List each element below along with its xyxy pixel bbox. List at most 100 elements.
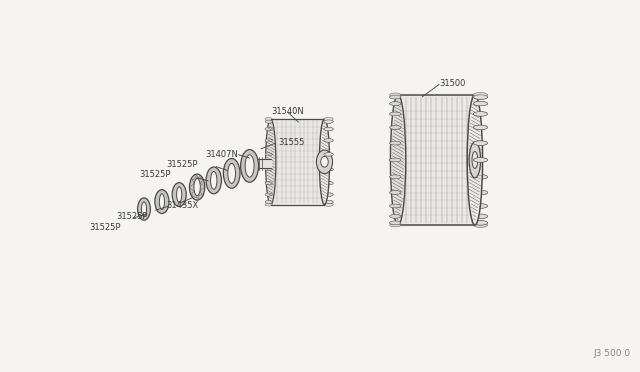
Ellipse shape bbox=[324, 203, 333, 206]
Ellipse shape bbox=[265, 153, 272, 156]
Ellipse shape bbox=[321, 157, 328, 167]
Ellipse shape bbox=[390, 125, 401, 129]
Ellipse shape bbox=[474, 112, 488, 116]
Ellipse shape bbox=[390, 204, 401, 208]
Ellipse shape bbox=[390, 158, 401, 162]
Ellipse shape bbox=[390, 215, 401, 218]
Ellipse shape bbox=[390, 221, 401, 225]
Ellipse shape bbox=[390, 125, 401, 129]
Ellipse shape bbox=[324, 120, 333, 123]
Text: 31555: 31555 bbox=[278, 138, 305, 147]
Ellipse shape bbox=[390, 93, 401, 97]
Ellipse shape bbox=[324, 153, 333, 156]
Text: 31500: 31500 bbox=[439, 79, 465, 88]
Ellipse shape bbox=[474, 101, 488, 106]
Ellipse shape bbox=[324, 118, 333, 121]
Ellipse shape bbox=[319, 119, 330, 205]
Ellipse shape bbox=[265, 193, 272, 196]
Text: 31525P: 31525P bbox=[90, 223, 121, 232]
Ellipse shape bbox=[390, 141, 401, 145]
Ellipse shape bbox=[265, 139, 272, 142]
Ellipse shape bbox=[390, 95, 406, 225]
Text: 31525P: 31525P bbox=[166, 160, 198, 169]
Ellipse shape bbox=[324, 139, 333, 142]
Ellipse shape bbox=[467, 95, 483, 225]
Ellipse shape bbox=[265, 153, 272, 156]
Ellipse shape bbox=[390, 204, 401, 208]
Ellipse shape bbox=[474, 214, 488, 219]
Text: 31435X: 31435X bbox=[166, 201, 198, 210]
Ellipse shape bbox=[474, 214, 488, 219]
Ellipse shape bbox=[324, 201, 333, 204]
Ellipse shape bbox=[265, 201, 272, 203]
Ellipse shape bbox=[390, 175, 401, 179]
Ellipse shape bbox=[390, 175, 401, 179]
Ellipse shape bbox=[474, 95, 488, 99]
Ellipse shape bbox=[324, 153, 333, 156]
Ellipse shape bbox=[155, 190, 169, 214]
Text: 31525P: 31525P bbox=[116, 212, 148, 221]
Text: 31407N: 31407N bbox=[205, 150, 237, 158]
Ellipse shape bbox=[138, 198, 150, 220]
Ellipse shape bbox=[324, 139, 333, 142]
Ellipse shape bbox=[474, 125, 488, 129]
Ellipse shape bbox=[390, 190, 401, 195]
Ellipse shape bbox=[324, 167, 333, 171]
Ellipse shape bbox=[194, 179, 200, 196]
Ellipse shape bbox=[390, 95, 401, 99]
Ellipse shape bbox=[316, 150, 333, 174]
Ellipse shape bbox=[472, 151, 477, 169]
Ellipse shape bbox=[469, 142, 481, 178]
Ellipse shape bbox=[266, 119, 276, 205]
Ellipse shape bbox=[324, 201, 333, 204]
Ellipse shape bbox=[324, 193, 333, 196]
Ellipse shape bbox=[265, 168, 272, 171]
Ellipse shape bbox=[390, 158, 401, 162]
Ellipse shape bbox=[177, 187, 182, 202]
Ellipse shape bbox=[390, 223, 401, 227]
Ellipse shape bbox=[324, 193, 333, 196]
Ellipse shape bbox=[265, 201, 272, 203]
Ellipse shape bbox=[265, 128, 272, 131]
Ellipse shape bbox=[474, 174, 488, 179]
Ellipse shape bbox=[265, 120, 272, 123]
Ellipse shape bbox=[324, 182, 333, 185]
Ellipse shape bbox=[159, 194, 164, 209]
Ellipse shape bbox=[206, 167, 221, 194]
Text: 31540N: 31540N bbox=[271, 107, 304, 116]
Ellipse shape bbox=[265, 182, 272, 185]
Ellipse shape bbox=[324, 120, 333, 123]
Ellipse shape bbox=[390, 112, 401, 116]
Ellipse shape bbox=[265, 168, 272, 171]
Ellipse shape bbox=[474, 141, 488, 145]
Ellipse shape bbox=[474, 221, 488, 225]
Ellipse shape bbox=[474, 204, 488, 208]
Ellipse shape bbox=[211, 171, 217, 189]
Ellipse shape bbox=[474, 174, 488, 179]
Ellipse shape bbox=[324, 127, 333, 131]
Ellipse shape bbox=[265, 118, 272, 121]
Ellipse shape bbox=[324, 182, 333, 185]
Ellipse shape bbox=[474, 141, 488, 145]
Ellipse shape bbox=[474, 221, 488, 225]
Ellipse shape bbox=[474, 204, 488, 208]
Ellipse shape bbox=[474, 125, 488, 129]
Ellipse shape bbox=[265, 203, 272, 206]
Ellipse shape bbox=[265, 182, 272, 185]
Ellipse shape bbox=[324, 167, 333, 171]
Ellipse shape bbox=[390, 112, 401, 116]
Ellipse shape bbox=[223, 158, 240, 188]
Ellipse shape bbox=[474, 112, 488, 116]
Ellipse shape bbox=[228, 163, 236, 183]
Ellipse shape bbox=[390, 102, 401, 105]
Ellipse shape bbox=[474, 93, 488, 97]
Ellipse shape bbox=[390, 221, 401, 225]
Ellipse shape bbox=[241, 150, 259, 182]
Ellipse shape bbox=[265, 193, 272, 196]
Ellipse shape bbox=[474, 158, 488, 162]
Ellipse shape bbox=[141, 202, 147, 216]
Ellipse shape bbox=[172, 183, 186, 206]
Ellipse shape bbox=[265, 120, 272, 123]
Text: 31525P: 31525P bbox=[140, 170, 171, 179]
Ellipse shape bbox=[390, 95, 401, 99]
